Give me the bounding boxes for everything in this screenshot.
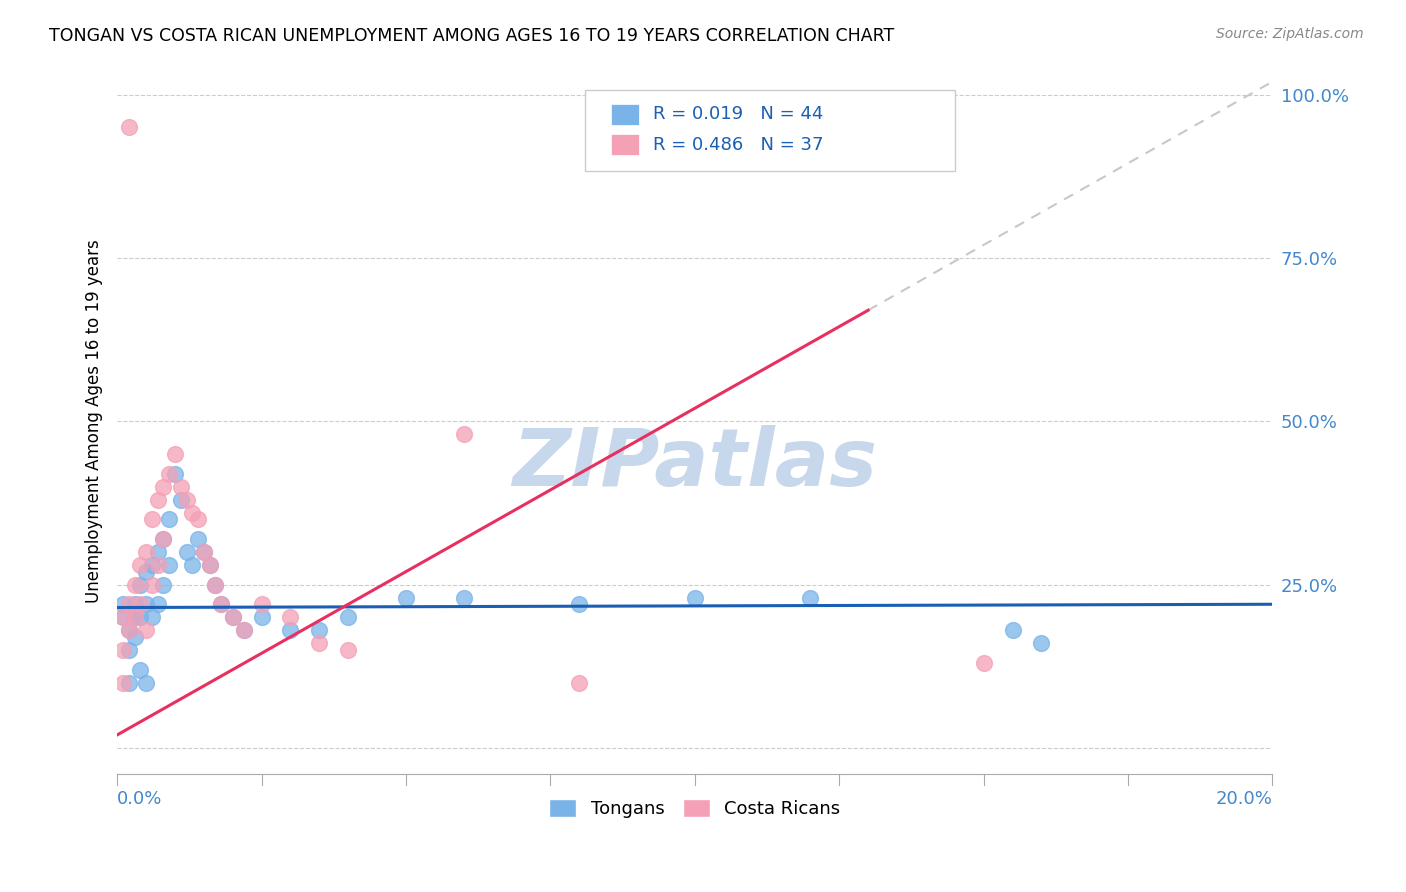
Point <box>233 624 256 638</box>
Point <box>204 577 226 591</box>
Text: ZIPatlas: ZIPatlas <box>512 425 877 503</box>
Point <box>141 558 163 572</box>
Point <box>973 656 995 670</box>
Point <box>141 577 163 591</box>
Point <box>170 480 193 494</box>
Point <box>280 624 302 638</box>
Point <box>111 610 134 624</box>
Point <box>193 545 215 559</box>
Point <box>152 532 174 546</box>
Point <box>568 597 591 611</box>
Point <box>146 492 169 507</box>
Point <box>157 512 180 526</box>
Point <box>118 624 141 638</box>
Point <box>152 577 174 591</box>
Point <box>163 447 186 461</box>
Legend: Tongans, Costa Ricans: Tongans, Costa Ricans <box>543 791 848 825</box>
Point <box>124 630 146 644</box>
Point <box>124 597 146 611</box>
Point <box>1031 636 1053 650</box>
Point <box>209 597 232 611</box>
Point <box>118 643 141 657</box>
Point <box>111 675 134 690</box>
Point <box>152 480 174 494</box>
Point <box>124 610 146 624</box>
Point <box>118 597 141 611</box>
Point <box>683 591 706 605</box>
Point <box>129 577 152 591</box>
Point <box>129 663 152 677</box>
Point <box>118 624 141 638</box>
Point <box>308 636 330 650</box>
Point <box>187 512 209 526</box>
Point <box>799 591 821 605</box>
Point <box>176 492 198 507</box>
Point <box>111 643 134 657</box>
Point <box>152 532 174 546</box>
Point <box>135 597 157 611</box>
Point <box>135 565 157 579</box>
Point <box>198 558 221 572</box>
Point <box>453 427 475 442</box>
Text: 20.0%: 20.0% <box>1216 790 1272 808</box>
Point <box>118 120 141 135</box>
Point <box>141 610 163 624</box>
Point <box>146 558 169 572</box>
Point <box>209 597 232 611</box>
Point <box>308 624 330 638</box>
Point <box>222 610 245 624</box>
Point <box>129 558 152 572</box>
Point <box>135 624 157 638</box>
Point <box>157 558 180 572</box>
Point <box>146 545 169 559</box>
Point <box>395 591 418 605</box>
Point <box>129 597 152 611</box>
FancyBboxPatch shape <box>610 134 640 155</box>
Point <box>170 492 193 507</box>
Point <box>198 558 221 572</box>
Point <box>1001 624 1024 638</box>
Point <box>337 610 360 624</box>
Text: R = 0.486   N = 37: R = 0.486 N = 37 <box>654 136 824 153</box>
Point <box>337 643 360 657</box>
Point <box>135 545 157 559</box>
Point <box>193 545 215 559</box>
Point <box>111 597 134 611</box>
FancyBboxPatch shape <box>585 90 955 171</box>
Point <box>124 577 146 591</box>
Point <box>176 545 198 559</box>
Point <box>250 597 273 611</box>
Point <box>181 558 204 572</box>
Point <box>187 532 209 546</box>
Point <box>453 591 475 605</box>
Point <box>568 675 591 690</box>
Point <box>250 610 273 624</box>
Point <box>135 675 157 690</box>
Point <box>146 597 169 611</box>
Point <box>118 675 141 690</box>
Text: R = 0.019   N = 44: R = 0.019 N = 44 <box>654 105 824 123</box>
Point <box>181 506 204 520</box>
Point <box>163 467 186 481</box>
Point <box>222 610 245 624</box>
FancyBboxPatch shape <box>610 103 640 125</box>
Point <box>204 577 226 591</box>
Point <box>157 467 180 481</box>
Text: Source: ZipAtlas.com: Source: ZipAtlas.com <box>1216 27 1364 41</box>
Text: TONGAN VS COSTA RICAN UNEMPLOYMENT AMONG AGES 16 TO 19 YEARS CORRELATION CHART: TONGAN VS COSTA RICAN UNEMPLOYMENT AMONG… <box>49 27 894 45</box>
Point <box>111 610 134 624</box>
Point <box>129 610 152 624</box>
Point <box>233 624 256 638</box>
Y-axis label: Unemployment Among Ages 16 to 19 years: Unemployment Among Ages 16 to 19 years <box>86 239 103 603</box>
Point <box>280 610 302 624</box>
Point <box>141 512 163 526</box>
Point <box>124 610 146 624</box>
Text: 0.0%: 0.0% <box>117 790 163 808</box>
